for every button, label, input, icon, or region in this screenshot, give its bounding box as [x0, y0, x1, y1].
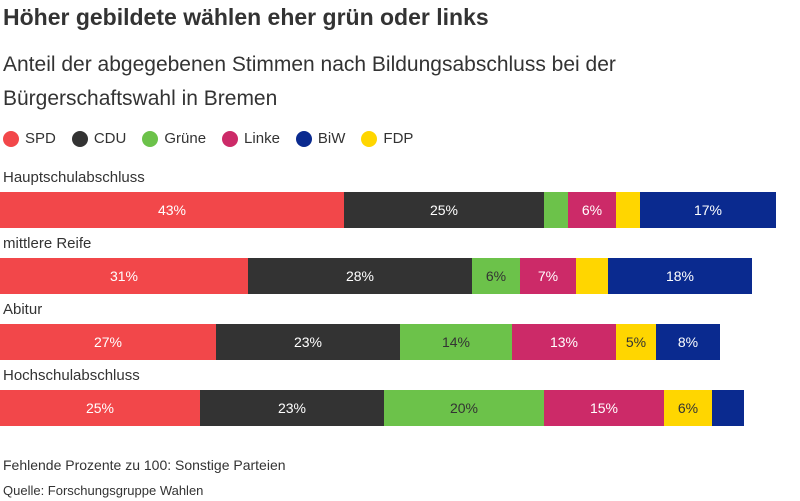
data-label-gruene-abitur: 14%: [442, 334, 470, 350]
legend-label-gruene: Grüne: [164, 130, 207, 147]
chart-subtitle: Anteil der abgegebenen Stimmen nach Bild…: [3, 53, 616, 110]
source-note: Quelle: Forschungsgruppe Wahlen: [3, 483, 204, 498]
legend-item-fdp: FDP: [361, 130, 413, 147]
bar-linke-abitur: [512, 324, 616, 360]
category-label-hochschulabschluss: Hochschulabschluss: [3, 367, 140, 384]
data-label-cdu-mittlere-reife: 28%: [346, 268, 374, 284]
bar-cdu-hauptschulabschluss: [344, 192, 544, 228]
bar-biw-abitur: [656, 324, 720, 360]
legend-label-biw: BiW: [317, 130, 346, 147]
bar-gruene-abitur: [400, 324, 512, 360]
legend-swatch-fdp: [361, 130, 378, 147]
data-label-linke-mittlere-reife: 7%: [538, 268, 558, 284]
bar-gruene-hauptschulabschluss: [544, 192, 568, 228]
data-label-biw-hauptschulabschluss: 17%: [694, 202, 722, 218]
bar-linke-mittlere-reife: [520, 258, 576, 294]
legend-item-biw: BiW: [295, 130, 346, 147]
data-label-biw-mittlere-reife: 18%: [666, 268, 694, 284]
bar-biw-mittlere-reife: [608, 258, 752, 294]
legend-swatch-spd: [3, 130, 19, 147]
legend-item-spd: SPD: [3, 130, 56, 147]
data-label-cdu-hauptschulabschluss: 25%: [430, 202, 458, 218]
bar-fdp-abitur: [616, 324, 656, 360]
data-label-linke-hochschulabschluss: 15%: [590, 400, 618, 416]
bar-gruene-mittlere-reife: [472, 258, 520, 294]
category-label-abitur: Abitur: [3, 301, 42, 318]
data-label-spd-hochschulabschluss: 25%: [86, 400, 114, 416]
legend-item-linke: Linke: [222, 130, 280, 147]
bar-spd-mittlere-reife: [0, 258, 248, 294]
legend: SPD CDU Grüne Linke BiW FDP: [3, 130, 429, 147]
data-label-spd-abitur: 27%: [94, 334, 122, 350]
bar-cdu-hochschulabschluss: [200, 390, 384, 426]
legend-item-cdu: CDU: [71, 130, 127, 147]
bar-biw-hochschulabschluss: [712, 390, 744, 426]
footnote: Fehlende Prozente zu 100: Sonstige Parte…: [3, 457, 286, 473]
legend-swatch-biw: [295, 130, 312, 147]
category-label-mittlere-reife: mittlere Reife: [3, 235, 91, 252]
chart-title: Höher gebildete wählen eher grün oder li…: [3, 4, 489, 30]
bar-biw-hauptschulabschluss: [640, 192, 776, 228]
legend-label-spd: SPD: [25, 130, 56, 147]
stacked-bar-chart: Hauptschulabschluss 43% 25% 6% 17% mittlere R…: [0, 169, 776, 426]
legend-item-gruene: Grüne: [142, 130, 206, 147]
data-label-cdu-hochschulabschluss: 23%: [278, 400, 306, 416]
data-label-fdp-abitur: 5%: [626, 334, 646, 350]
bar-linke-hauptschulabschluss: [568, 192, 616, 228]
legend-swatch-gruene: [142, 130, 159, 147]
bar-fdp-hauptschulabschluss: [616, 192, 640, 228]
legend-label-linke: Linke: [244, 130, 280, 147]
data-label-gruene-mittlere-reife: 6%: [486, 268, 506, 284]
bar-fdp-mittlere-reife: [576, 258, 608, 294]
data-label-spd-hauptschulabschluss: 43%: [158, 202, 186, 218]
data-label-linke-abitur: 13%: [550, 334, 578, 350]
legend-label-fdp: FDP: [383, 130, 414, 147]
bar-cdu-abitur: [216, 324, 400, 360]
data-label-spd-mittlere-reife: 31%: [110, 268, 138, 284]
legend-swatch-cdu: [71, 130, 88, 147]
bar-spd-hauptschulabschluss: [0, 192, 344, 228]
data-label-cdu-abitur: 23%: [294, 334, 322, 350]
data-label-fdp-hochschulabschluss: 6%: [678, 400, 698, 416]
data-label-gruene-hochschulabschluss: 20%: [450, 400, 478, 416]
data-label-biw-abitur: 8%: [678, 334, 698, 350]
bar-cdu-mittlere-reife: [248, 258, 472, 294]
data-label-linke-hauptschulabschluss: 6%: [582, 202, 602, 218]
category-label-hauptschulabschluss: Hauptschulabschluss: [3, 169, 145, 186]
bar-spd-abitur: [0, 324, 216, 360]
bar-spd-hochschulabschluss: [0, 390, 200, 426]
bar-linke-hochschulabschluss: [544, 390, 664, 426]
legend-swatch-linke: [222, 130, 239, 147]
bar-gruene-hochschulabschluss: [384, 390, 544, 426]
bar-fdp-hochschulabschluss: [664, 390, 712, 426]
legend-label-cdu: CDU: [93, 130, 127, 147]
